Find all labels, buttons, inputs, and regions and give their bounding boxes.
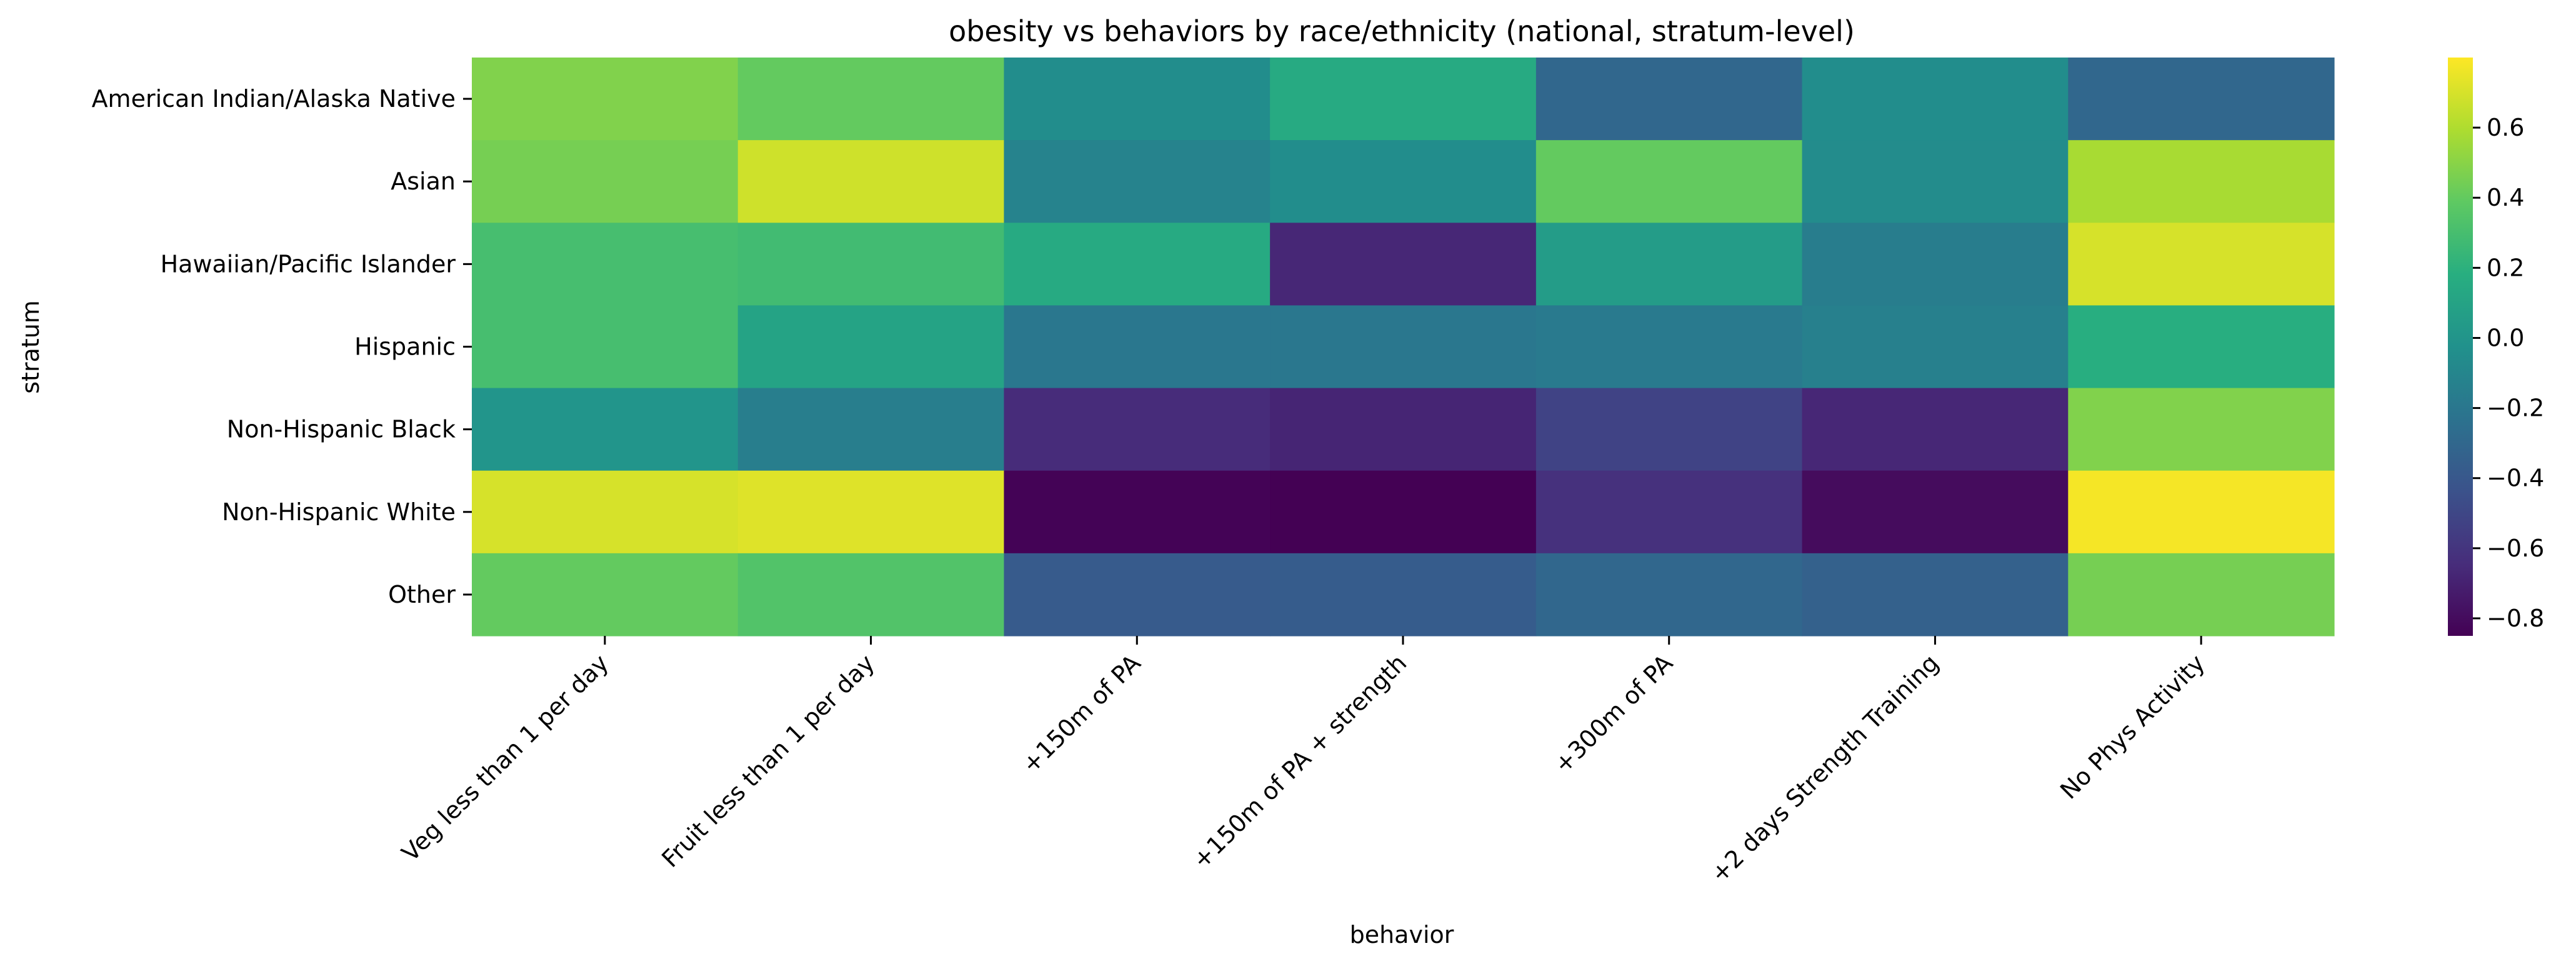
heatmap-cell: [2068, 140, 2335, 223]
heatmap-cell: [1004, 388, 1271, 471]
heatmap-cell: [737, 305, 1005, 389]
heatmap-cell: [472, 140, 739, 223]
heatmap-cell: [472, 553, 739, 636]
heatmap-cell: [1270, 58, 1537, 141]
heatmap-cell: [1802, 553, 2069, 636]
heatmap-cell: [472, 388, 739, 471]
x-tick-label: +2 days Strength Training: [1705, 649, 1944, 888]
heatmap-cell: [472, 305, 739, 389]
heatmap-cell: [1270, 470, 1537, 554]
colorbar-tick-label: 0.4: [2487, 184, 2524, 211]
heatmap-cell: [1535, 553, 1803, 636]
x-tick-label: Fruit less than 1 per day: [656, 649, 880, 873]
heatmap-cell: [2068, 223, 2335, 306]
heatmap-cell: [1802, 58, 2069, 141]
heatmap-cell: [737, 58, 1005, 141]
y-tick-label: Other: [388, 581, 456, 608]
x-tick-label: +300m of PA: [1549, 649, 1678, 778]
x-tick-label: +150m of PA: [1017, 649, 1146, 778]
x-tick-label: Veg less than 1 per day: [396, 649, 614, 867]
heatmap-cell: [2068, 388, 2335, 471]
heatmap-cell: [1004, 305, 1271, 389]
heatmap-cell: [472, 58, 739, 141]
heatmap-cell: [2068, 470, 2335, 554]
heatmap-cell: [1004, 470, 1271, 554]
y-tick-label: American Indian/Alaska Native: [92, 85, 456, 113]
y-tick-label: Non-Hispanic White: [222, 498, 456, 526]
heatmap-cell: [1802, 470, 2069, 554]
x-axis-ticks: Veg less than 1 per day Fruit less than 1…: [396, 636, 2210, 888]
heatmap-cell: [1802, 305, 2069, 389]
colorbar-tick-label: 0.0: [2487, 324, 2524, 351]
heatmap-cell: [737, 223, 1005, 306]
heatmap-cell: [1270, 388, 1537, 471]
heatmap-cell: [737, 388, 1005, 471]
colorbar-ticks: 0.6 0.4 0.2 0.0 −0.2 −0.4 −0.6 −0.8: [2473, 114, 2544, 632]
heatmap-cell: [2068, 58, 2335, 141]
colorbar-tick-label: −0.8: [2487, 605, 2544, 632]
heatmap-cell: [737, 140, 1005, 223]
heatmap-cell: [1004, 58, 1271, 141]
heatmap-cell: [1004, 223, 1271, 306]
heatmap-cell: [1535, 470, 1803, 554]
chart-title: obesity vs behaviors by race/ethnicity (…: [949, 14, 1855, 48]
y-tick-label: Asian: [391, 168, 456, 195]
heatmap-cell: [1270, 553, 1537, 636]
x-tick-label: No Phys Activity: [2055, 649, 2210, 804]
y-axis-ticks: American Indian/Alaska Native Asian Hawaii…: [92, 85, 472, 608]
heatmap-cell: [737, 470, 1005, 554]
heatmap-cell: [1270, 223, 1537, 306]
heatmap-cell: [1270, 305, 1537, 389]
heatmap-cell: [1535, 140, 1803, 223]
colorbar-tick-label: −0.4: [2487, 465, 2544, 492]
heatmap-cell: [1004, 553, 1271, 636]
heatmap-cell: [1535, 388, 1803, 471]
heatmap-cell: [1802, 388, 2069, 471]
heatmap-cell: [1802, 223, 2069, 306]
heatmap-cell: [1535, 305, 1803, 389]
y-tick-label: Hawaiian/Pacific Islander: [161, 250, 456, 278]
heatmap-cell: [1802, 140, 2069, 223]
x-tick-label: +150m of PA + strength: [1187, 649, 1412, 874]
heatmap-cell: [1004, 140, 1271, 223]
heatmap-cell: [472, 470, 739, 554]
y-axis-label: stratum: [17, 300, 44, 394]
y-tick-label: Non-Hispanic Black: [227, 416, 456, 443]
heatmap-cell: [472, 223, 739, 306]
x-axis-label: behavior: [1350, 921, 1454, 948]
heatmap-cell: [1270, 140, 1537, 223]
heatmap-cell: [2068, 305, 2335, 389]
heatmap-cells: [472, 58, 2335, 636]
heatmap-cell: [1535, 223, 1803, 306]
heatmap-cell: [737, 553, 1005, 636]
colorbar-tick-label: −0.2: [2487, 395, 2544, 422]
heatmap-cell: [1535, 58, 1803, 141]
colorbar-tick-label: 0.2: [2487, 254, 2524, 281]
y-tick-label: Hispanic: [354, 333, 456, 361]
colorbar-tick-label: −0.6: [2487, 535, 2544, 562]
colorbar-tick-label: 0.6: [2487, 114, 2524, 141]
heatmap-cell: [2068, 553, 2335, 636]
colorbar: [2448, 58, 2473, 636]
